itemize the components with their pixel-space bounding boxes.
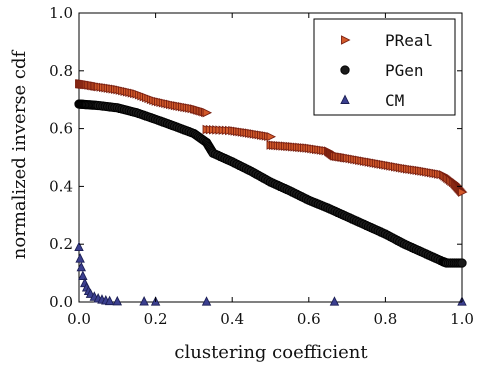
x-tick-label: 0.4 — [220, 310, 244, 328]
x-tick-label: 0.6 — [297, 310, 321, 328]
point-cm — [76, 261, 87, 272]
x-tick-label: 0.8 — [373, 310, 397, 328]
legend-marker-pgen — [340, 65, 350, 75]
series-preal — [75, 79, 468, 197]
y-tick-label: 1.0 — [49, 4, 73, 22]
legend-label-preal: PReal — [385, 31, 433, 50]
point-cm — [78, 270, 88, 280]
point-cm — [74, 241, 84, 252]
x-tick-label: 1.0 — [450, 310, 474, 328]
series-pgen — [74, 99, 467, 268]
y-tick-label: 0.4 — [49, 177, 73, 195]
plot-frame — [78, 12, 463, 303]
legend-box — [313, 18, 456, 116]
point-cm — [75, 253, 85, 263]
y-tick-label: 0.0 — [49, 293, 73, 311]
point-preal — [202, 107, 213, 118]
legend: PReal PGen CM — [313, 18, 456, 116]
point-cm — [201, 296, 212, 306]
point-preal — [266, 131, 277, 142]
y-axis-label: normalized inverse cdf — [9, 49, 30, 259]
point-pgen — [457, 258, 467, 268]
x-tick-label: 0.2 — [144, 310, 168, 328]
y-tick-label: 0.8 — [49, 62, 73, 80]
x-tick-label: 0.0 — [67, 310, 91, 328]
y-tick-label: 0.2 — [49, 235, 73, 253]
point-cm — [139, 296, 149, 306]
x-axis-label: clustering coefficient — [174, 342, 368, 363]
point-preal — [458, 187, 468, 197]
point-cm — [112, 295, 123, 306]
legend-label-pgen: PGen — [385, 61, 424, 80]
legend-label-cm: CM — [385, 91, 404, 110]
series-cm — [74, 241, 467, 306]
plot-area — [74, 12, 468, 306]
legend-marker-preal — [341, 35, 351, 45]
point-cm — [329, 296, 340, 306]
point-cm — [104, 295, 115, 306]
y-tick-label: 0.6 — [49, 120, 73, 138]
y-axis-ticks: 0.0 0.2 0.4 0.6 0.8 1.0 — [49, 4, 462, 311]
x-axis-ticks: 0.0 0.2 0.4 0.6 0.8 1.0 — [67, 13, 474, 328]
legend-marker-cm — [340, 94, 350, 104]
